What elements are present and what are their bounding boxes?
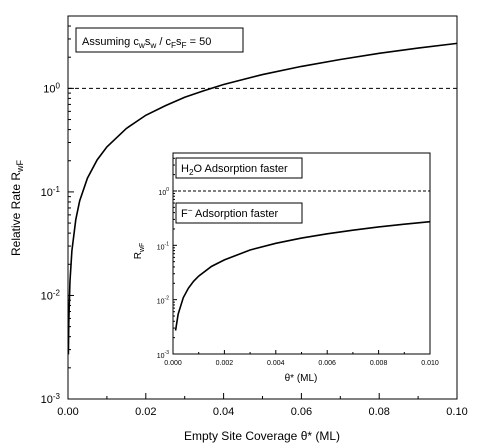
- inset-y-tick-label-exp: -3: [165, 350, 170, 356]
- inset-plot-background: [173, 153, 430, 354]
- annotation-part: Adsorption faster: [193, 208, 279, 220]
- annotation-part: w: [149, 41, 156, 50]
- main-x-tick-label: 0.10: [446, 406, 467, 418]
- annotation-part: 2: [189, 168, 194, 177]
- inset-annotation-bottom-text: F− Adsorption faster: [181, 206, 279, 220]
- inset-y-axis-label-sub: wF: [139, 243, 146, 253]
- main-y-tick-label-exp: -3: [53, 392, 61, 401]
- annotation-part: s: [176, 36, 182, 48]
- annotation-part: H: [181, 163, 189, 175]
- main-x-axis-label: Empty Site Coverage θ* (ML): [184, 429, 340, 443]
- inset-y-tick-label-exp: -1: [165, 241, 170, 247]
- inset-annotation-top: H2O Adsorption faster: [175, 157, 303, 179]
- inset-y-tick-label-base: 10: [157, 299, 165, 306]
- inset-annotation-bottom: F− Adsorption faster: [175, 202, 303, 224]
- annotation-part: −: [188, 206, 193, 215]
- main-annotation-text: Assuming cwsw / cFsF = 50: [82, 36, 211, 50]
- main-y-tick-label-base: 10: [41, 394, 53, 406]
- annotation-part: / c: [156, 36, 171, 48]
- annotation-part: F: [181, 208, 188, 220]
- annotation-part: Assuming c: [82, 36, 139, 48]
- annotation-part: F: [182, 41, 187, 50]
- inset-y-tick-label-base: 10: [158, 190, 166, 197]
- main-y-tick-label: 100: [43, 81, 60, 95]
- inset-y-tick-label: 10-2: [157, 296, 169, 306]
- inset-y-axis-label-main: R: [133, 252, 144, 259]
- main-y-axis-label: Relative Rate RwF: [9, 159, 25, 256]
- inset-x-axis-label: θ* (ML): [285, 373, 318, 384]
- inset-x-tick-label: 0.008: [370, 360, 388, 367]
- annotation-part: w: [138, 41, 145, 50]
- main-x-tick-label: 0.06: [291, 406, 312, 418]
- main-y-tick-label: 10-2: [41, 288, 61, 302]
- main-series-group: [67, 42, 458, 355]
- inset-y-tick-label: 10-3: [157, 350, 169, 360]
- main-series-line: [67, 42, 458, 355]
- main-y-tick-label-exp: 0: [56, 81, 61, 90]
- main-y-tick-label: 10-3: [41, 392, 61, 406]
- inset-y-axis-label: RwF: [133, 243, 146, 260]
- inset-x-tick-label: 0.002: [216, 360, 234, 367]
- main-annotation-box: Assuming cwsw / cFsF = 50: [75, 27, 244, 53]
- main-plot: 0.00 0.02 0.04 0.06 0.08 0.10 10-310-210-1100…: [9, 15, 468, 443]
- inset-y-tick-label: 100: [158, 187, 169, 197]
- main-annotation-box-border: [75, 27, 244, 53]
- main-y-tick-label-base: 10: [41, 187, 53, 199]
- inset-x-axis: 0.000 0.002 0.004 0.006 0.008 0.010: [164, 350, 439, 367]
- inset-y-tick-label-base: 10: [157, 244, 165, 251]
- annotation-part: F: [171, 41, 176, 50]
- main-x-tick-label: 0.04: [213, 406, 234, 418]
- inset-x-tick-label: 0.006: [318, 360, 336, 367]
- annotation-part: = 50: [187, 36, 212, 48]
- main-y-tick-label-exp: -2: [53, 288, 61, 297]
- inset-y-tick-label-base: 10: [157, 353, 165, 360]
- inset-series-line: [174, 220, 431, 331]
- annotation-part: O Adsorption faster: [194, 163, 288, 175]
- inset-y-tick-label: 10-1: [157, 241, 169, 251]
- main-x-tick-label: 0.08: [368, 406, 389, 418]
- inset-annotation-top-border: [175, 157, 303, 179]
- inset-series-group: [174, 220, 431, 331]
- inset-plot: 0.000 0.002 0.004 0.006 0.008 0.010 10-310-21…: [133, 152, 439, 384]
- annotation-part: s: [145, 36, 151, 48]
- inset-annotation-bottom-border: [175, 202, 303, 224]
- main-x-axis: 0.00 0.02 0.04 0.06 0.08 0.10: [57, 393, 468, 418]
- main-y-tick-label-base: 10: [43, 83, 55, 95]
- inset-annotation-top-text: H2O Adsorption faster: [181, 163, 288, 177]
- main-x-tick-label: 0.00: [57, 406, 78, 418]
- inset-x-tick-label: 0.000: [164, 360, 182, 367]
- inset-y-tick-label-exp: -2: [165, 296, 170, 302]
- inset-x-tick-label: 0.010: [421, 360, 439, 367]
- inset-x-tick-label: 0.004: [267, 360, 285, 367]
- main-x-tick-label: 0.02: [135, 406, 156, 418]
- inset-y-tick-label-exp: 0: [166, 187, 169, 193]
- main-y-tick-label-exp: -1: [53, 185, 61, 194]
- main-y-axis-label-sub: wF: [15, 159, 25, 172]
- main-y-tick-label-base: 10: [41, 290, 53, 302]
- main-y-tick-label: 10-1: [41, 185, 61, 199]
- main-y-axis-label-main: Relative Rate R: [9, 172, 23, 256]
